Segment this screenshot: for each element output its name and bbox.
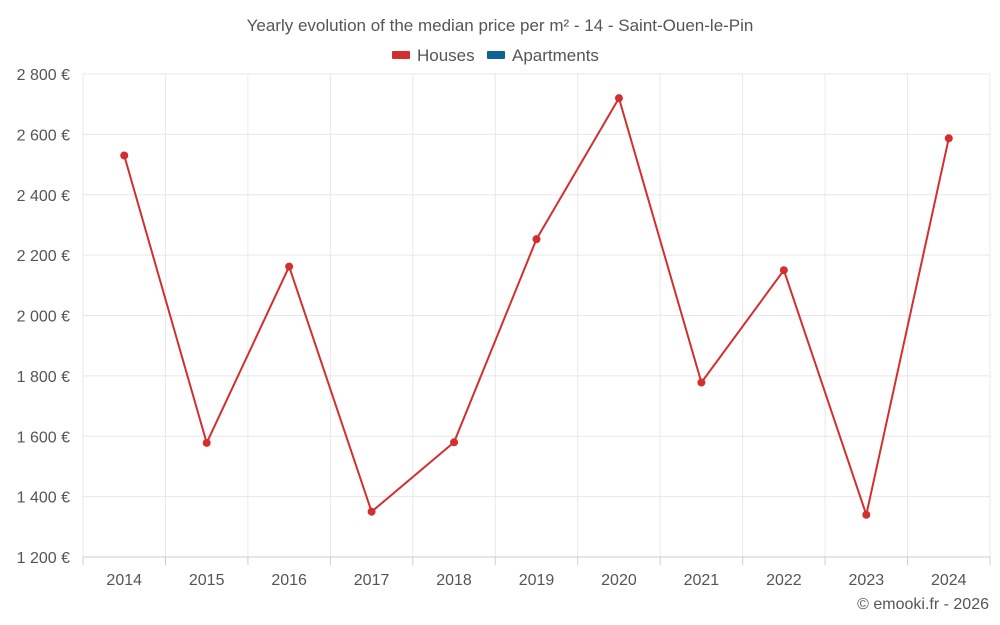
x-axis-ticks: 2014 2015 2016 2017 2018 2019 2020 2021 2022 2023… xyxy=(106,572,966,589)
series-houses xyxy=(120,94,953,519)
x-tick-label: 2016 xyxy=(271,572,307,589)
data-point-houses-2021[interactable] xyxy=(697,378,706,387)
y-tick-label: 2 800 € xyxy=(17,67,70,84)
legend-item-houses[interactable]: Houses xyxy=(392,46,475,65)
y-tick-label: 1 600 € xyxy=(17,429,70,446)
x-tick-label: 2019 xyxy=(519,572,555,589)
y-tick-label: 1 400 € xyxy=(17,490,70,507)
y-gridlines xyxy=(83,73,990,498)
x-tick-label: 2014 xyxy=(106,572,142,589)
y-axis-ticks: 1 200 € 1 400 € 1 600 € 1 800 € 2 000 € 2 200… xyxy=(17,67,70,567)
credit-text: © emooki.fr - 2026 xyxy=(857,596,989,613)
x-tick-label: 2015 xyxy=(189,572,225,589)
legend-label-apartments: Apartments xyxy=(512,46,599,65)
y-tick-label: 1 200 € xyxy=(17,550,70,567)
data-point-houses-2014[interactable] xyxy=(120,151,129,160)
data-point-houses-2018[interactable] xyxy=(450,438,459,447)
data-point-houses-2020[interactable] xyxy=(614,94,623,103)
data-point-houses-2017[interactable] xyxy=(367,507,376,516)
chart-title: Yearly evolution of the median price per… xyxy=(247,16,754,35)
x-tick-label: 2018 xyxy=(436,572,472,589)
x-tick-label: 2022 xyxy=(766,572,802,589)
y-tick-label: 1 800 € xyxy=(17,369,70,386)
data-point-houses-2016[interactable] xyxy=(285,262,294,271)
x-tick-label: 2024 xyxy=(931,572,967,589)
y-tick-label: 2 000 € xyxy=(17,309,70,326)
x-tick-label: 2020 xyxy=(601,572,637,589)
data-point-houses-2019[interactable] xyxy=(532,235,541,244)
legend-label-houses: Houses xyxy=(417,46,475,65)
y-tick-label: 2 600 € xyxy=(17,127,70,144)
legend-swatch-houses xyxy=(392,51,410,59)
data-point-houses-2024[interactable] xyxy=(944,134,953,143)
data-point-houses-2022[interactable] xyxy=(779,266,788,275)
x-tick-label: 2023 xyxy=(849,572,885,589)
y-tick-label: 2 400 € xyxy=(17,188,70,205)
legend-item-apartments[interactable]: Apartments xyxy=(487,46,599,65)
x-tick-label: 2017 xyxy=(354,572,390,589)
legend: Houses Apartments xyxy=(392,46,599,65)
x-gridlines xyxy=(82,74,991,565)
data-point-houses-2023[interactable] xyxy=(862,510,871,519)
x-tick-label: 2021 xyxy=(684,572,720,589)
y-tick-label: 2 200 € xyxy=(17,248,70,265)
legend-swatch-apartments xyxy=(487,51,505,59)
data-point-houses-2015[interactable] xyxy=(202,438,211,447)
